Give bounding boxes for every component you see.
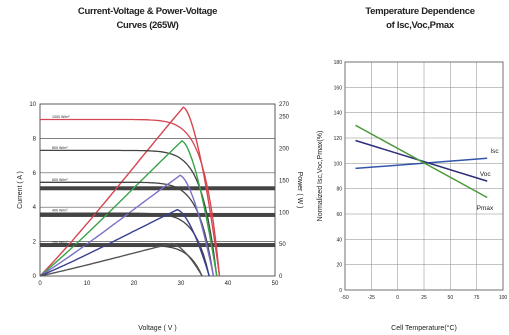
temp-label-isc: Isc bbox=[490, 148, 499, 155]
series-label-2: 600 W/m² bbox=[52, 178, 68, 182]
iv-curve-series-2 bbox=[40, 181, 215, 277]
left-y2-tick-label: 250 bbox=[279, 115, 290, 121]
right-x-axis-label: Cell Temperature(°C) bbox=[391, 324, 457, 332]
left-y2-tick-label: 100 bbox=[279, 210, 290, 216]
right-y-tick-label: 60 bbox=[336, 212, 342, 218]
right-x-tick-label: -25 bbox=[368, 295, 375, 301]
right-x-tick-label: 50 bbox=[448, 295, 454, 301]
temp-line-isc bbox=[355, 157, 488, 170]
right-y-tick-label: 160 bbox=[334, 85, 343, 91]
iv-curve-series-3 bbox=[40, 212, 210, 277]
series-label-4: 200 W/m² bbox=[52, 241, 68, 245]
right-x-tick-label: 25 bbox=[421, 295, 427, 301]
temp-label-voc: Voc bbox=[480, 171, 492, 178]
iv-curve-series-1 bbox=[40, 149, 218, 277]
left-x-tick-label: 20 bbox=[131, 281, 138, 287]
right-y-tick-label: 40 bbox=[336, 237, 342, 243]
right-y-tick-label: 180 bbox=[334, 60, 343, 66]
right-y-tick-label: 100 bbox=[334, 161, 343, 167]
iv-curve-series-0 bbox=[40, 118, 221, 277]
pv-curve-series-3 bbox=[39, 208, 210, 277]
right-chart-title-line2: of Isc,Voc,Pmax bbox=[386, 20, 454, 31]
iv-curve-series-4 bbox=[40, 244, 203, 277]
left-x-tick-label: 30 bbox=[178, 281, 185, 287]
pv-curve-series-4 bbox=[39, 242, 203, 277]
right-y-tick-label: 120 bbox=[334, 136, 343, 142]
left-grid-band bbox=[40, 212, 275, 217]
right-x-tick-label: 0 bbox=[396, 295, 399, 301]
right-chart-title-line1: Temperature Dependence bbox=[365, 6, 475, 17]
right-y-tick-label: 140 bbox=[334, 111, 343, 117]
left-y2-tick-label: 50 bbox=[279, 242, 286, 248]
right-x-tick-label: 75 bbox=[474, 295, 480, 301]
left-chart-title-line1: Current-Voltage & Power-Voltage bbox=[77, 6, 218, 17]
left-y-tick-label: 10 bbox=[29, 102, 36, 108]
right-y-tick-label: 20 bbox=[336, 263, 342, 269]
right-y-axis-label: Normalized Isc,Voc,Pmax(%) bbox=[317, 131, 324, 222]
left-x-tick-label: 0 bbox=[38, 281, 42, 287]
series-label-3: 400 W/m² bbox=[52, 209, 68, 213]
left-y-tick-label: 6 bbox=[33, 171, 37, 177]
series-label-1: 800 W/m² bbox=[52, 146, 68, 150]
right-y-tick-label: 80 bbox=[336, 187, 342, 193]
temp-label-pmax: Pmax bbox=[477, 205, 494, 212]
left-x-tick-label: 40 bbox=[225, 281, 232, 287]
pv-curve-series-2 bbox=[39, 174, 215, 277]
right-x-tick-label: -50 bbox=[341, 295, 348, 301]
left-y-axis-label: Current ( A ) bbox=[17, 171, 24, 209]
temp-line-pmax bbox=[355, 124, 488, 199]
left-y2-tick-label: 200 bbox=[279, 147, 290, 153]
left-chart-title-line2: Curves (265W) bbox=[116, 20, 179, 31]
left-y2-tick-label: 270 bbox=[279, 102, 290, 108]
left-y-tick-label: 0 bbox=[33, 274, 37, 280]
left-x-tick-label: 50 bbox=[272, 281, 279, 287]
right-x-tick-label: 100 bbox=[499, 295, 508, 301]
left-y-tick-label: 2 bbox=[33, 240, 37, 246]
right-y-tick-label: 0 bbox=[339, 288, 342, 294]
left-y-tick-label: 8 bbox=[33, 136, 37, 142]
left-y2-axis-label: Power ( W ) bbox=[296, 172, 303, 209]
left-x-tick-label: 10 bbox=[84, 281, 91, 287]
left-grid-band bbox=[40, 186, 275, 191]
left-y-tick-label: 4 bbox=[33, 205, 37, 211]
series-label-0: 1000 W/m² bbox=[52, 115, 70, 119]
left-y2-tick-label: 150 bbox=[279, 178, 290, 184]
left-x-axis-label: Voltage ( V ) bbox=[138, 325, 177, 332]
left-y2-tick-label: 0 bbox=[279, 274, 283, 280]
left-grid-band bbox=[40, 243, 275, 248]
